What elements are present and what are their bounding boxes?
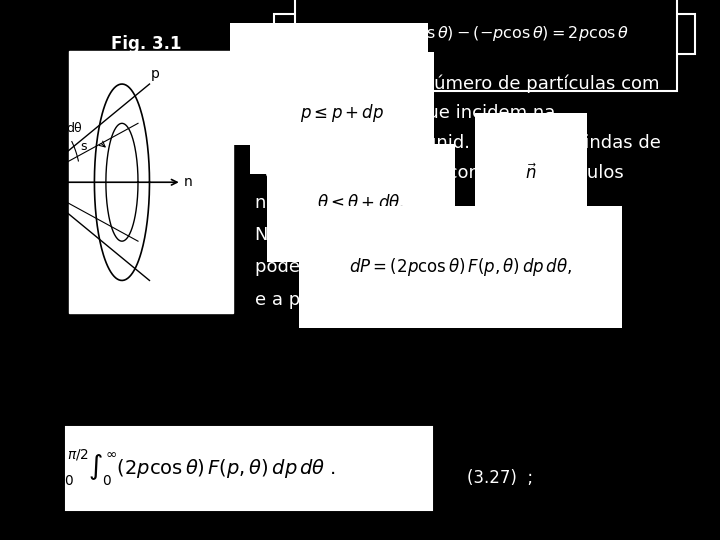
- Text: direções que fazem com a normal: direções que fazem com a normal: [265, 164, 572, 182]
- Text: $\vec{n}$: $\vec{n}$: [526, 163, 537, 183]
- Text: $P = \int_0^{\pi/2}\int_0^{\infty}(2p\cos\theta)\,F(p,\theta)\,dp\,d\theta\;.$: $P = \int_0^{\pi/2}\int_0^{\infty}(2p\co…: [14, 448, 335, 488]
- Text: $\Delta p_n = (p\cos\theta) - (-p\cos\theta) = 2p\cos\theta$: $\Delta p_n = (p\cos\theta) - (-p\cos\th…: [343, 24, 629, 43]
- Text: dθ: dθ: [66, 122, 81, 135]
- Text: QM entre: QM entre: [255, 104, 338, 123]
- FancyBboxPatch shape: [274, 14, 695, 54]
- Text: (3.27)  ;: (3.27) ;: [467, 469, 534, 487]
- Text: $\theta \leq \theta + d\theta.$: $\theta \leq \theta + d\theta.$: [318, 193, 405, 212]
- Text: Fig. 3.1: Fig. 3.1: [111, 35, 181, 53]
- Text: n: n: [184, 176, 193, 189]
- Text: superfície unitária/unid. de tempo, vindas de: superfície unitária/unid. de tempo, vind…: [255, 134, 661, 152]
- Text: $dP = (2p\cos\theta)\,F(p,\theta)\,dp\,d\theta,$: $dP = (2p\cos\theta)\,F(p,\theta)\,dp\,d…: [349, 256, 572, 278]
- Text: $d\theta$: $d\theta$: [560, 226, 585, 244]
- Text: ;: ;: [426, 193, 431, 212]
- Text: $p \leq p + dp$: $p \leq p + dp$: [300, 103, 384, 124]
- Text: no intervalo: no intervalo: [255, 193, 364, 212]
- Text: e a pressão total no interior do gás será,: e a pressão total no interior do gás ser…: [255, 291, 623, 309]
- FancyBboxPatch shape: [66, 427, 432, 510]
- Text: pode ser escrita:: pode ser escrita:: [255, 258, 407, 276]
- Text: no cone: no cone: [483, 226, 554, 244]
- FancyBboxPatch shape: [69, 51, 233, 313]
- Text: $Press\~{a}o$: $Press\~{a}o$: [413, 226, 484, 244]
- Text: p: p: [150, 67, 159, 81]
- Text: o número de partículas com: o número de partículas com: [406, 75, 660, 93]
- Text: $F(p,\theta)dp\,d\theta$: $F(p,\theta)dp\,d\theta$: [280, 73, 378, 94]
- Text: Nessas condições, a: Nessas condições, a: [255, 226, 438, 244]
- Text: que incidem na: que incidem na: [415, 104, 555, 123]
- Text: s: s: [40, 273, 47, 287]
- Text: Seja: Seja: [255, 75, 294, 93]
- Text: ângulos: ângulos: [554, 164, 624, 182]
- Text: s: s: [81, 140, 87, 153]
